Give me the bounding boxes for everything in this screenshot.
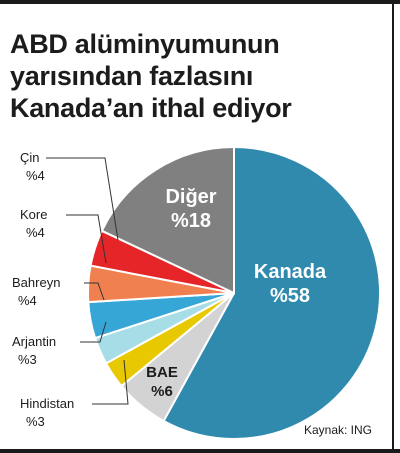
slice-label-bae: BAE bbox=[146, 364, 178, 381]
slice-value-bahreyn: %4 bbox=[18, 293, 37, 308]
chart-title: ABD alüminyumunun yarısından fazlasını K… bbox=[10, 28, 380, 124]
slice-label-diger: Diğer bbox=[165, 186, 216, 208]
title-line-2: yarısından fazlasını bbox=[10, 61, 254, 91]
slice-value-hindistan: %3 bbox=[26, 414, 45, 429]
source-note: Kaynak: ING bbox=[303, 423, 372, 437]
slice-value-kanada: %58 bbox=[270, 285, 310, 307]
top-rule bbox=[0, 0, 400, 4]
title-line-3: Kanada’an ithal ediyor bbox=[10, 93, 292, 123]
slice-label-kore: Kore bbox=[20, 207, 47, 222]
leader-line-bahreyn bbox=[84, 282, 105, 301]
slice-label-bahreyn: Bahreyn bbox=[12, 275, 60, 290]
slice-label-cin: Çin bbox=[20, 150, 40, 165]
title-line-1: ABD alüminyumunun bbox=[10, 29, 280, 59]
leader-line-hindistan bbox=[92, 359, 129, 405]
slice-value-arjantin: %3 bbox=[18, 352, 37, 367]
slice-value-diger: %18 bbox=[171, 210, 211, 232]
pie-slice-diger bbox=[100, 145, 235, 295]
leader-line-cin bbox=[46, 157, 119, 241]
slice-value-cin: %4 bbox=[26, 168, 45, 183]
leader-line-kore bbox=[66, 214, 107, 264]
slice-value-kore: %4 bbox=[26, 225, 45, 240]
leader-line-arjantin bbox=[80, 321, 107, 343]
right-rule bbox=[392, 0, 394, 449]
slice-label-arjantin: Arjantin bbox=[12, 334, 56, 349]
bottom-rule bbox=[0, 449, 400, 453]
slice-label-kanada: Kanada bbox=[254, 261, 327, 283]
slice-label-hindistan: Hindistan bbox=[20, 396, 74, 411]
pie-slice-kanada bbox=[162, 145, 381, 440]
slice-value-bae: %6 bbox=[151, 383, 173, 400]
